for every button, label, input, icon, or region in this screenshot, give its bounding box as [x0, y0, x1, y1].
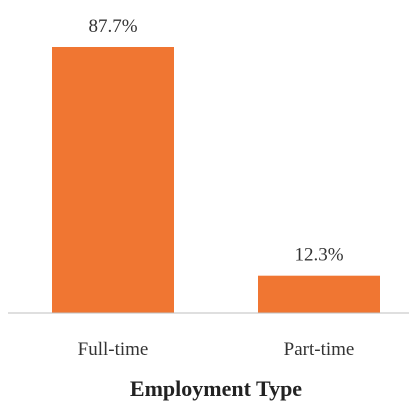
data-label-part-time: 12.3%: [294, 245, 343, 266]
bars-layer: [52, 47, 380, 313]
bar-part-time: [258, 275, 380, 313]
x-tick-labels-layer: Full-time Part-time: [78, 339, 355, 360]
x-axis-title: Employment Type: [130, 376, 302, 401]
data-labels-layer: 87.7% 12.3%: [88, 16, 343, 266]
x-tick-label-part-time: Part-time: [284, 339, 355, 360]
bar-full-time: [52, 47, 174, 313]
x-tick-label-full-time: Full-time: [78, 339, 149, 360]
data-label-full-time: 87.7%: [88, 16, 137, 37]
